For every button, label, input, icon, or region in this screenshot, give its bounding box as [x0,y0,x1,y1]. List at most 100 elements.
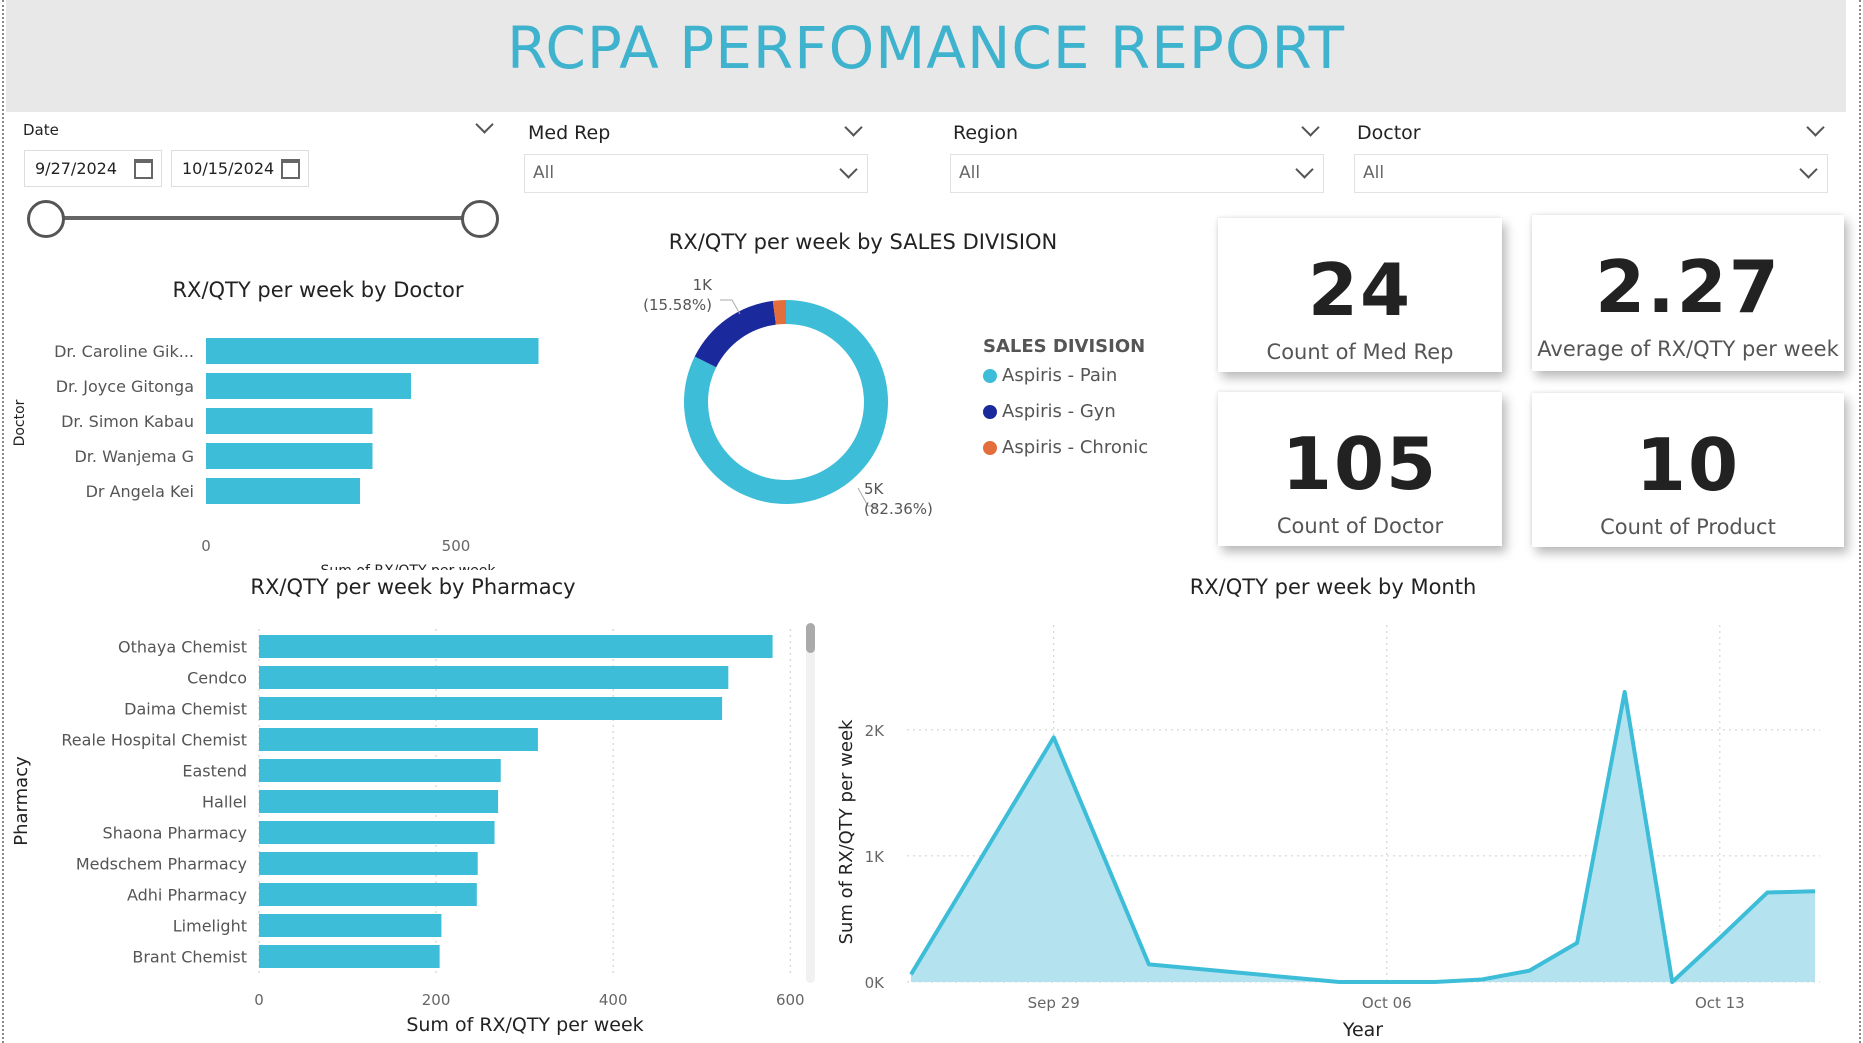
category-label: Dr Angela Kei [86,482,194,501]
kpi-value: 24 [1307,248,1413,332]
category-label: Dr. Wanjema G [74,447,194,466]
division-chart-title: RX/QTY per week by SALES DIVISION [668,230,1058,254]
category-label: Adhi Pharmacy [127,886,247,905]
kpi-card-product: 10 Count of Product [1532,393,1844,547]
pharmacy-bar-chart: Othaya Chemist Cendco Daima Chemist Reale H… [11,629,805,1036]
kpi-label: Count of Product [1600,515,1776,539]
date-start-input[interactable]: 9/27/2024 [24,150,162,187]
x-tick-label: 400 [599,991,628,1009]
bar [259,728,538,751]
region-slicer-label: Region [953,122,1019,144]
kpi-label: Count of Med Rep [1266,340,1454,364]
kpi-value: 105 [1281,422,1439,506]
category-label: Hallel [202,793,247,812]
series-line [909,690,1816,984]
doctor-value: All [1363,163,1385,183]
date-slicer-label: Date [23,121,59,139]
doctor-bar-chart: Dr. Caroline Gik... Dr. Joyce Gitonga Dr. … [12,338,539,570]
data-label-value: 5K [864,480,885,498]
x-tick-label: Sep 29 [1028,994,1080,1012]
kpi-label: Count of Doctor [1276,514,1444,538]
legend-item-gyn[interactable]: Aspiris - Gyn [983,401,1148,437]
category-label: Dr. Simon Kabau [61,412,194,431]
region-chevron-icon[interactable] [1301,118,1320,137]
category-label: Dr. Joyce Gitonga [56,377,194,396]
y-tick-label: 0K [865,974,886,992]
bar [259,852,478,875]
category-label: Cendco [187,669,247,688]
x-axis-label: Sum of RX/QTY per week [321,563,497,570]
donut-slice [694,300,776,368]
chevron-down-icon [1799,160,1818,179]
bar [259,883,477,906]
pharmacy-chart-title: RX/QTY per week by Pharmacy [250,575,576,599]
med-rep-slicer-label: Med Rep [528,122,611,144]
kpi-value: 10 [1635,423,1741,507]
bar [206,443,373,469]
slider-start-handle[interactable] [27,200,65,238]
date-range-slider[interactable] [44,216,480,220]
med-rep-chevron-icon[interactable] [844,118,863,137]
calendar-icon[interactable] [134,159,153,179]
right-border [1859,0,1861,1043]
leader-line [857,487,878,507]
slider-end-handle[interactable] [461,200,499,238]
med-rep-dropdown[interactable]: All [524,154,868,193]
category-label: Brant Chemist [132,948,247,967]
calendar-icon[interactable] [281,159,300,179]
date-end-value: 10/15/2024 [182,159,275,178]
date-end-input[interactable]: 10/15/2024 [171,150,309,187]
bar [259,666,729,689]
category-label: Dr. Caroline Gik... [54,342,194,361]
category-label: Eastend [182,762,247,781]
bar [259,759,501,782]
legend-dot-icon [983,405,997,419]
report-title: RCPA PERFOMANCE REPORT [507,14,1345,82]
bar [259,697,723,720]
kpi-label: Average of RX/QTY per week [1537,337,1839,361]
chevron-down-icon [839,160,858,179]
donut-slice [772,300,786,325]
bar [259,821,495,844]
y-axis-label: Sum of RX/QTY per week [836,719,857,944]
region-dropdown[interactable]: All [950,154,1324,193]
bar [206,408,373,434]
bar [206,373,411,399]
bar [259,790,499,813]
division-donut-chart: 5K (82.36%) 1K (15.58%) [643,276,933,518]
category-label: Shaona Pharmacy [103,824,247,843]
x-tick-label: 0 [254,991,264,1009]
kpi-card-average: 2.27 Average of RX/QTY per week [1532,215,1844,371]
y-tick-label: 2K [865,722,886,740]
x-tick-label: Oct 13 [1695,994,1745,1012]
med-rep-value: All [533,163,555,183]
pharmacy-scroll-track[interactable] [806,623,815,983]
legend-dot-icon [983,369,997,383]
doctor-chevron-icon[interactable] [1806,118,1825,137]
bar [206,338,539,364]
legend-title: SALES DIVISION [983,336,1146,357]
x-tick-label: 0 [201,537,211,555]
x-tick-label: 200 [422,991,451,1009]
doctor-dropdown[interactable]: All [1354,154,1828,193]
legend-dot-icon [983,441,997,455]
region-value: All [959,163,981,183]
category-label: Limelight [173,917,247,936]
bar [206,478,360,504]
x-axis-label: Sum of RX/QTY per week [406,1014,643,1036]
area-fill [911,692,1815,982]
x-tick-label: Oct 06 [1362,994,1412,1012]
y-axis-label: Pharmacy [11,756,32,846]
date-start-value: 9/27/2024 [35,159,118,178]
bar [259,635,773,658]
left-border [2,0,4,1043]
legend-item-pain[interactable]: Aspiris - Pain [983,365,1148,401]
legend-item-chronic[interactable]: Aspiris - Chronic [983,437,1148,473]
date-chevron-icon[interactable] [475,115,494,134]
bar [259,914,442,937]
category-label: Reale Hospital Chemist [61,731,247,750]
y-tick-label: 1K [865,848,886,866]
doctor-slicer-label: Doctor [1357,122,1421,144]
pharmacy-scrollbar[interactable] [806,623,815,653]
